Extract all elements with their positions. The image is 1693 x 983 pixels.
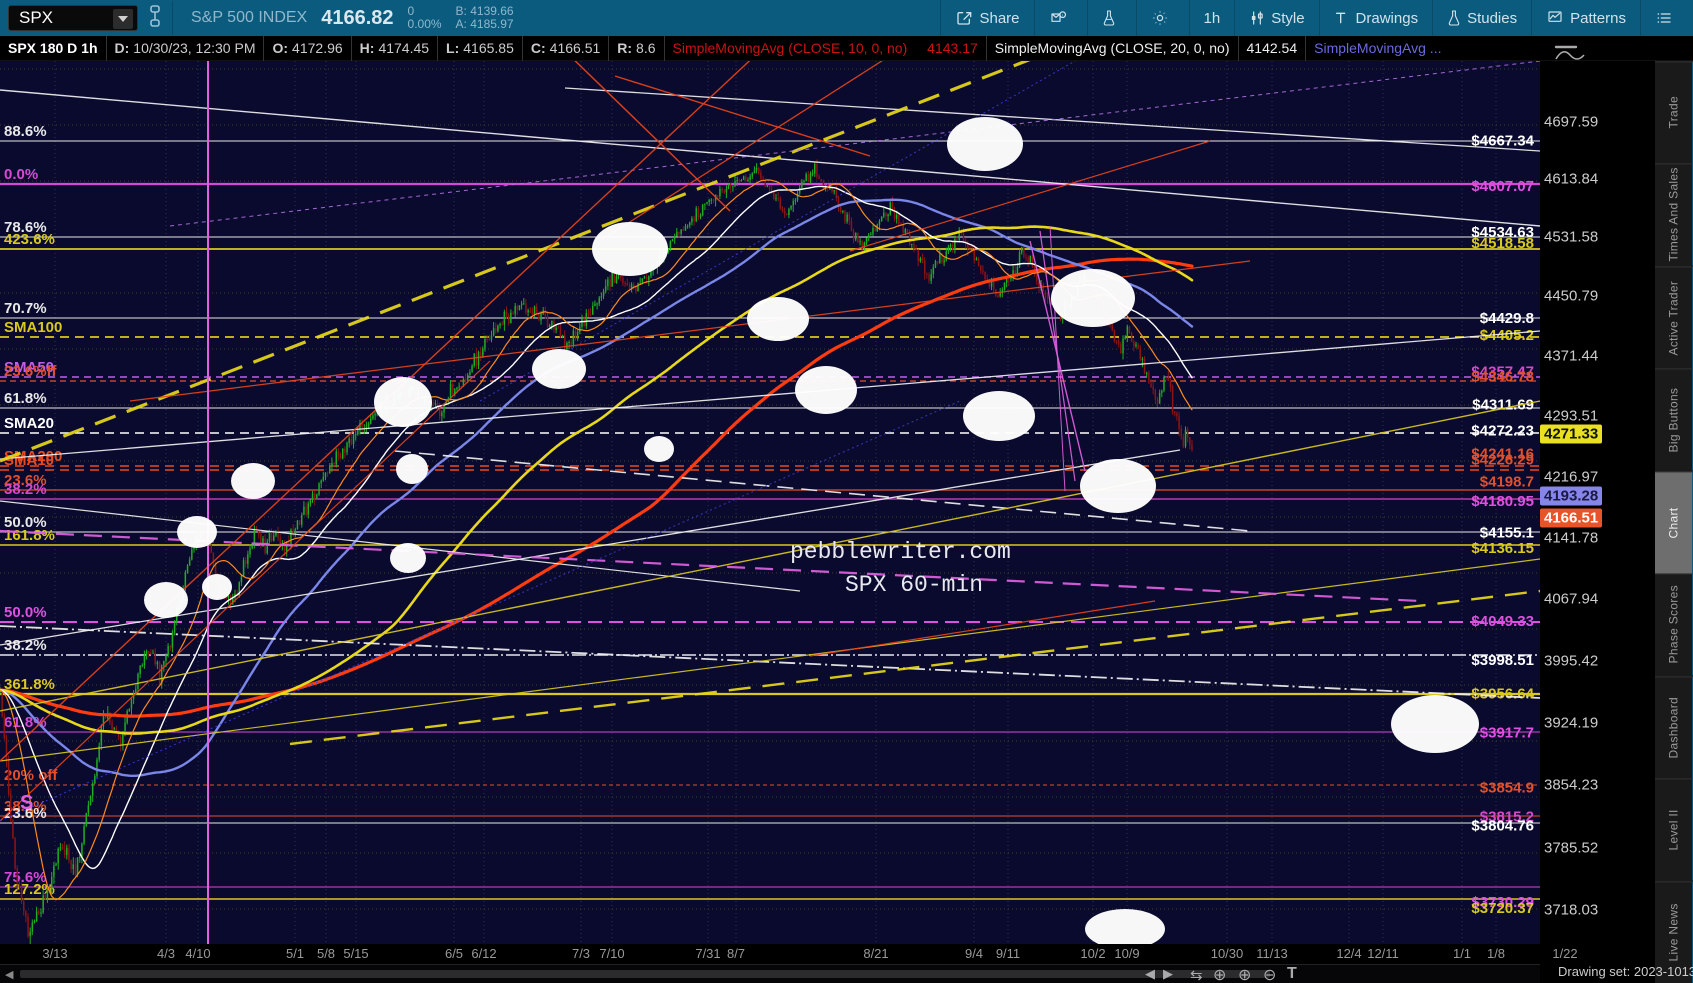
svg-text:23.6%ff: 23.6%ff — [4, 363, 58, 380]
svg-text:61.8%: 61.8% — [4, 390, 47, 407]
svg-text:$3720.37: $3720.37 — [1471, 900, 1534, 917]
svg-text:20% off: 20% off — [4, 767, 58, 784]
svg-text:$3998.51: $3998.51 — [1471, 652, 1534, 669]
svg-text:$4136.15: $4136.15 — [1471, 540, 1534, 557]
svg-text:$4155.1: $4155.1 — [1480, 525, 1534, 542]
svg-text:SPX 60-min: SPX 60-min — [845, 572, 983, 598]
svg-text:50.0%: 50.0% — [4, 604, 47, 621]
svg-text:SMA20: SMA20 — [4, 415, 54, 432]
svg-text:$4607.07: $4607.07 — [1471, 178, 1534, 195]
svg-text:88.6%: 88.6% — [4, 123, 47, 140]
svg-text:$3854.9: $3854.9 — [1480, 779, 1534, 796]
svg-text:$4311.69: $4311.69 — [1472, 397, 1534, 414]
svg-text:SMA100: SMA100 — [4, 319, 62, 336]
svg-text:423.6%: 423.6% — [4, 231, 55, 248]
svg-text:0.0%: 0.0% — [4, 166, 38, 183]
svg-text:$4518.58: $4518.58 — [1471, 235, 1534, 252]
svg-text:$4180.95: $4180.95 — [1471, 493, 1534, 510]
svg-text:i: i — [1062, 12, 1063, 17]
svg-text:38.2%: 38.2% — [4, 637, 47, 654]
svg-text:$3956.64: $3956.64 — [1471, 685, 1534, 702]
svg-text:70.7%: 70.7% — [4, 300, 47, 317]
svg-text:161.8%: 161.8% — [4, 527, 55, 544]
svg-text:61.8%: 61.8% — [4, 714, 47, 731]
svg-text:$4429.8: $4429.8 — [1480, 310, 1534, 327]
svg-text:S: S — [20, 792, 33, 814]
svg-text:$4346.78: $4346.78 — [1471, 369, 1534, 386]
svg-text:$4272.23: $4272.23 — [1471, 423, 1534, 440]
svg-text:38.2%: 38.2% — [4, 481, 47, 498]
svg-text:$4049.33: $4049.33 — [1471, 613, 1534, 630]
svg-text:pebblewriter.com: pebblewriter.com — [790, 539, 1011, 565]
svg-text:$4198.7: $4198.7 — [1480, 474, 1534, 491]
svg-text:$3804.76: $3804.76 — [1471, 817, 1534, 834]
svg-text:$3917.7: $3917.7 — [1480, 725, 1534, 742]
svg-text:$4226.29: $4226.29 — [1471, 452, 1534, 469]
